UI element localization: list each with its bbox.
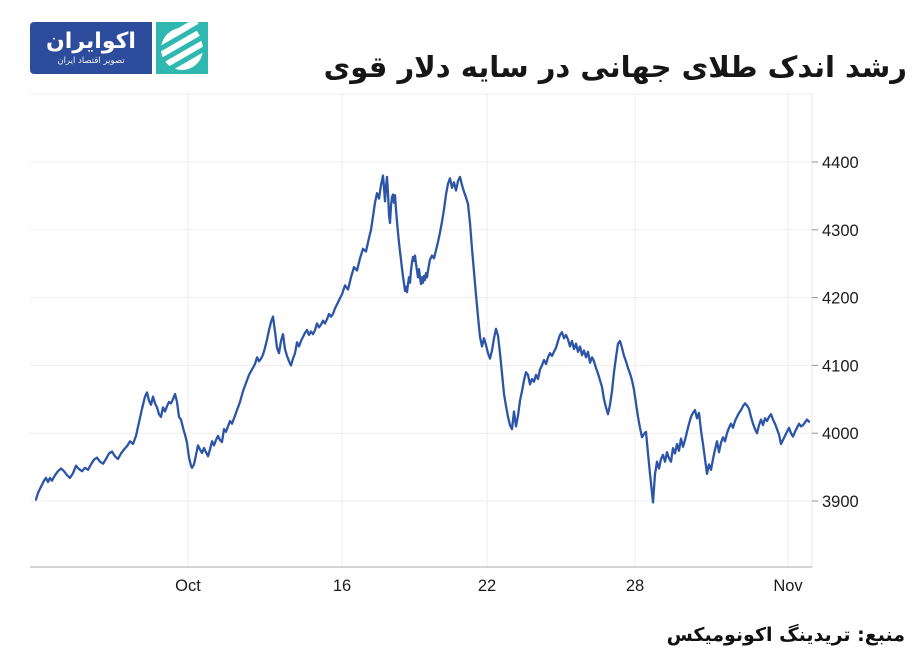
x-tick-label: 22: [478, 577, 496, 595]
price-line-gold-spot-price: [34, 174, 811, 504]
y-tick-label: 4300: [822, 222, 859, 240]
y-tick-label: 4400: [822, 154, 859, 172]
x-tick-label: 16: [333, 577, 351, 595]
ecoiran-logo-textbox: اکوایران تصویر اقتصاد ایران: [30, 22, 152, 74]
ecoiran-emblem-icon: [156, 22, 208, 74]
x-tick-label: 28: [626, 577, 644, 595]
y-tick-label: 4000: [822, 425, 859, 443]
page-title: رشد اندک طلای جهانی در سایه دلار قوی: [323, 50, 907, 85]
ecoiran-logo: اکوایران تصویر اقتصاد ایران: [30, 22, 208, 74]
y-tick-label: 4100: [822, 357, 859, 375]
logo-divider: [152, 22, 156, 74]
x-tick-label: Oct: [175, 577, 201, 595]
y-tick-label: 3900: [822, 493, 859, 511]
source-credit: منبع: تریدینگ اکونومیکس: [666, 624, 905, 646]
y-tick-label: 4200: [822, 290, 859, 308]
ecoiran-brand-name: اکوایران: [46, 29, 136, 55]
ecoiran-tagline: تصویر اقتصاد ایران: [57, 55, 125, 66]
x-tick-label: Nov: [773, 577, 803, 595]
